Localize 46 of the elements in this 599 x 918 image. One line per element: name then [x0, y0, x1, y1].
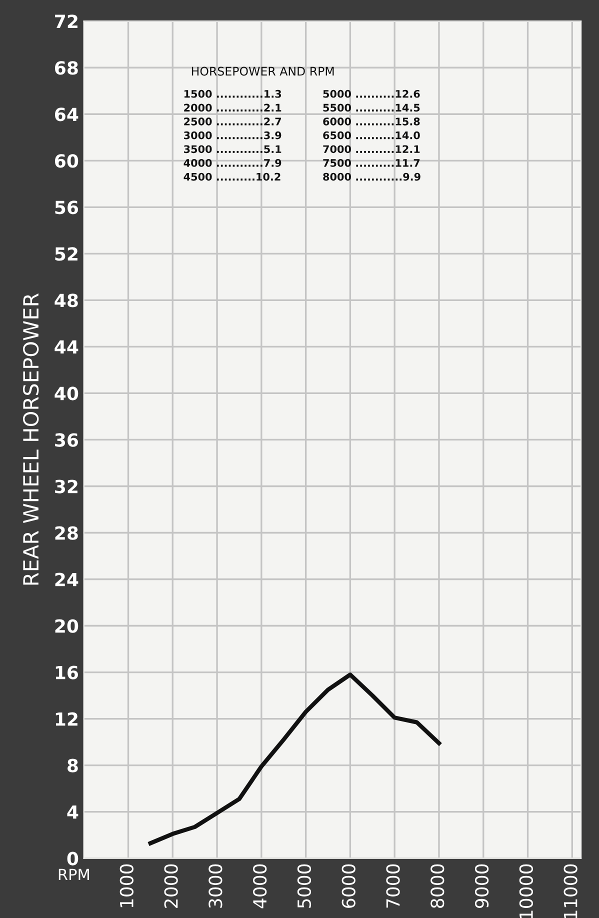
y-tick-label: 52: [55, 247, 78, 261]
annotation: 6000 ..........15.8: [323, 118, 420, 126]
annotation: 4500 ..........10.2: [184, 172, 280, 181]
annotation: 4000 ............7.9: [184, 159, 282, 167]
annotation: 5000 ..........12.6: [323, 90, 420, 98]
annotation: 3500 ............5.1: [184, 145, 282, 154]
y-tick-label: 44: [54, 340, 78, 354]
x-tick-label: 7000: [386, 864, 400, 908]
x-tick-label: 9000: [474, 864, 489, 908]
y-tick-label: 56: [55, 200, 78, 214]
annotation: 7000 ..........12.1: [323, 145, 420, 154]
y-tick-label: 12: [56, 712, 78, 726]
y-tick-label: 0: [67, 852, 78, 866]
y-tick-label: 68: [54, 61, 78, 75]
y-tick-label: 16: [56, 666, 78, 680]
x-tick-label: 5000: [297, 864, 312, 908]
x-tick-label: 4000: [253, 864, 267, 908]
x-tick-label: 1000: [120, 864, 134, 908]
annotation: 2500 ............2.7: [184, 118, 282, 126]
y-tick-label: 8: [68, 758, 78, 772]
annotation: 1500 ............1.3: [184, 90, 282, 98]
x-axis-title: RPM: [58, 868, 89, 880]
y-tick-label: 40: [54, 386, 78, 400]
annotation: 2000 ............2.1: [184, 104, 282, 112]
x-tick-label: 6000: [342, 864, 356, 908]
annotation: 8000 ............9.9: [323, 172, 420, 181]
y-tick-label: 32: [55, 480, 78, 494]
y-tick-label: 72: [55, 14, 78, 28]
x-tick-label: 2000: [164, 864, 178, 908]
y-tick-label: 60: [54, 154, 78, 168]
x-tick-label: 3000: [208, 864, 222, 908]
y-tick-label: 4: [67, 806, 78, 819]
y-axis-title: REAR WHEEL HORSEPOWER: [22, 293, 39, 585]
x-tick-label: 8000: [430, 864, 444, 908]
y-tick-label: 48: [54, 294, 78, 308]
y-tick-label: 36: [55, 433, 78, 447]
y-tick-label: 24: [55, 572, 78, 586]
y-tick-label: 28: [55, 526, 78, 540]
annotation: 7500 ..........11.7: [323, 159, 420, 167]
annotation: 3000 ............3.9: [184, 131, 282, 140]
line-series: [148, 672, 442, 846]
y-tick-label: 20: [55, 619, 78, 633]
y-tick-label: 64: [54, 108, 78, 122]
annotation: 6500 ..........14.0: [323, 131, 420, 140]
annotation: 5500 ..........14.5: [323, 104, 420, 112]
annotation: HORSEPOWER AND RPM: [192, 66, 334, 76]
